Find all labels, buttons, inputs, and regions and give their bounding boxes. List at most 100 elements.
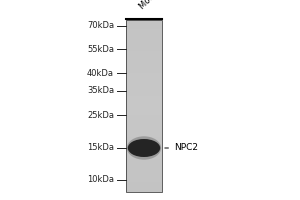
- Bar: [126, 125, 162, 127]
- Bar: [126, 144, 162, 146]
- Bar: [126, 108, 162, 109]
- Bar: [126, 173, 162, 175]
- Bar: [126, 104, 162, 106]
- Bar: [126, 103, 162, 104]
- Bar: [126, 113, 162, 115]
- Bar: [126, 123, 162, 125]
- Bar: [126, 94, 162, 96]
- Bar: [126, 97, 162, 99]
- Bar: [126, 34, 162, 35]
- Text: 10kDa: 10kDa: [87, 176, 114, 184]
- Text: 35kDa: 35kDa: [87, 86, 114, 95]
- Bar: [126, 170, 162, 171]
- Bar: [126, 183, 162, 185]
- Bar: [126, 87, 162, 89]
- Bar: [126, 132, 162, 134]
- Bar: [126, 189, 162, 190]
- Bar: [126, 137, 162, 139]
- Bar: [126, 60, 162, 61]
- Bar: [126, 37, 162, 39]
- Bar: [126, 85, 162, 87]
- Bar: [126, 32, 162, 34]
- Ellipse shape: [128, 139, 160, 157]
- Bar: [126, 127, 162, 128]
- Bar: [126, 175, 162, 177]
- Text: 40kDa: 40kDa: [87, 68, 114, 77]
- Bar: [126, 106, 162, 108]
- Bar: [126, 182, 162, 183]
- Bar: [126, 35, 162, 37]
- Text: Mouse lung: Mouse lung: [138, 0, 178, 11]
- Bar: [126, 158, 162, 159]
- Bar: [126, 56, 162, 58]
- Bar: [126, 23, 162, 25]
- Bar: [126, 168, 162, 170]
- Text: NPC2: NPC2: [165, 144, 198, 152]
- Bar: [126, 41, 162, 42]
- Bar: [126, 164, 162, 166]
- Bar: [126, 149, 162, 151]
- Bar: [126, 187, 162, 189]
- Bar: [126, 22, 162, 23]
- Bar: [126, 163, 162, 164]
- Bar: [126, 151, 162, 152]
- Bar: [126, 120, 162, 121]
- Bar: [126, 139, 162, 140]
- Bar: [126, 89, 162, 91]
- Bar: [126, 77, 162, 78]
- Bar: [126, 42, 162, 44]
- Bar: [126, 61, 162, 63]
- Bar: [126, 99, 162, 101]
- Bar: [126, 58, 162, 60]
- Bar: [126, 116, 162, 118]
- Bar: [126, 30, 162, 32]
- Bar: [126, 70, 162, 72]
- Bar: [126, 185, 162, 187]
- Ellipse shape: [127, 136, 161, 160]
- Bar: [126, 135, 162, 137]
- Bar: [126, 130, 162, 132]
- Bar: [126, 140, 162, 142]
- Bar: [126, 109, 162, 111]
- Bar: [126, 82, 162, 84]
- Bar: [126, 65, 162, 66]
- Bar: [126, 46, 162, 48]
- Bar: [126, 91, 162, 92]
- Bar: [126, 190, 162, 192]
- Bar: [126, 147, 162, 149]
- Bar: [126, 161, 162, 163]
- Bar: [126, 115, 162, 116]
- Bar: [126, 134, 162, 135]
- Bar: [126, 156, 162, 158]
- Bar: [126, 96, 162, 97]
- Bar: [126, 78, 162, 80]
- Bar: [126, 49, 162, 51]
- Bar: [126, 171, 162, 173]
- Bar: [126, 44, 162, 46]
- Bar: [126, 84, 162, 85]
- Bar: [126, 154, 162, 156]
- Bar: [126, 166, 162, 168]
- Bar: [126, 111, 162, 113]
- Bar: [126, 29, 162, 30]
- Bar: [126, 53, 162, 54]
- Bar: [126, 80, 162, 82]
- Bar: [126, 152, 162, 154]
- Bar: [126, 146, 162, 147]
- Bar: [126, 75, 162, 77]
- Bar: [126, 92, 162, 94]
- Bar: [126, 51, 162, 53]
- Bar: [126, 27, 162, 29]
- Bar: [126, 118, 162, 120]
- Bar: [126, 20, 162, 22]
- Text: 15kDa: 15kDa: [87, 144, 114, 152]
- Bar: [126, 66, 162, 68]
- Bar: [126, 20, 162, 192]
- Bar: [126, 101, 162, 103]
- Bar: [126, 39, 162, 41]
- Bar: [126, 142, 162, 144]
- Bar: [126, 54, 162, 56]
- Bar: [126, 177, 162, 178]
- Bar: [126, 68, 162, 70]
- Bar: [126, 63, 162, 65]
